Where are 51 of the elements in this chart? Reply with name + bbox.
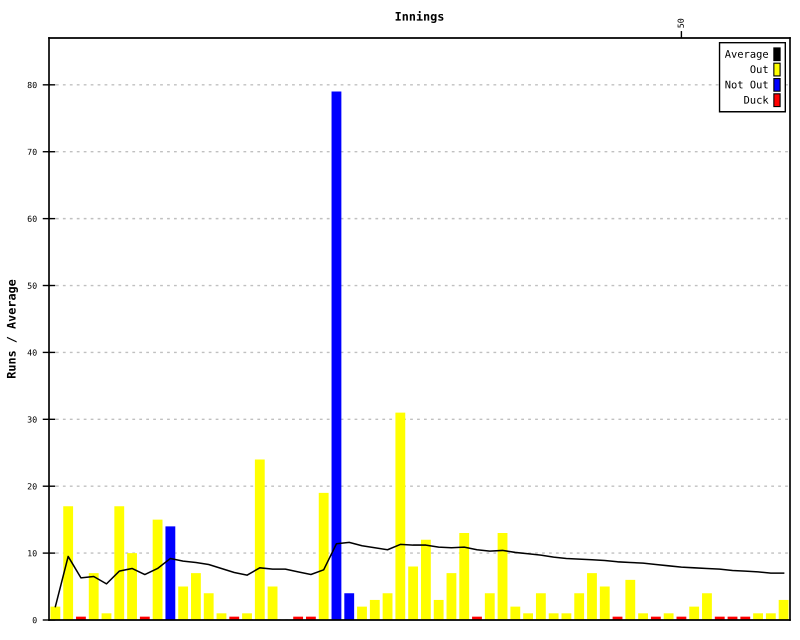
bar: [536, 593, 546, 620]
bar: [357, 606, 367, 620]
bar: [434, 600, 444, 620]
bar: [625, 580, 636, 620]
y-tick-label: 40: [28, 349, 37, 356]
bar: [498, 533, 508, 620]
bar: [446, 573, 456, 620]
bar: [702, 593, 712, 620]
bar: [574, 593, 584, 620]
y-tick-label: 60: [28, 216, 37, 222]
bar: [459, 533, 470, 620]
legend-label: Average: [724, 50, 768, 60]
bar: [268, 586, 278, 620]
bar: [382, 593, 392, 620]
bar: [600, 586, 610, 620]
legend-label: Not Out: [725, 80, 768, 88]
bar: [191, 573, 201, 620]
y-tick-label: 80: [28, 82, 37, 88]
bar: [88, 573, 99, 620]
bar: [420, 540, 431, 620]
bar: [63, 506, 74, 620]
legend-label: Duck: [744, 96, 768, 104]
bar: [484, 593, 495, 620]
bar: [254, 459, 265, 620]
line-series: [54, 542, 784, 608]
bar: [587, 573, 597, 620]
y-tick-label: 10: [28, 550, 37, 556]
bar: [408, 566, 418, 620]
bar: [178, 586, 188, 620]
legend-label: Out: [750, 65, 768, 74]
y-tick-label: 50: [28, 282, 37, 289]
bar: [510, 606, 520, 620]
bar: [332, 92, 342, 620]
y-tick-label: 70: [28, 148, 37, 156]
bar: [318, 492, 329, 620]
bar: [114, 506, 124, 620]
bar: [395, 412, 406, 620]
x-axis-title: Innings: [396, 10, 444, 24]
y-tick-label: 20: [28, 483, 37, 490]
y-tick-label: 0: [32, 617, 37, 624]
bar: [204, 593, 214, 620]
y-tick-label: 30: [28, 416, 37, 423]
y-axis-title: Runs / Average: [6, 280, 18, 378]
bar: [778, 600, 789, 620]
bar: [50, 606, 60, 620]
bar: [689, 606, 700, 620]
bar: [370, 600, 380, 620]
bar: [152, 520, 163, 620]
bar: [344, 593, 354, 620]
bar: [165, 526, 176, 620]
bar: [127, 553, 137, 620]
